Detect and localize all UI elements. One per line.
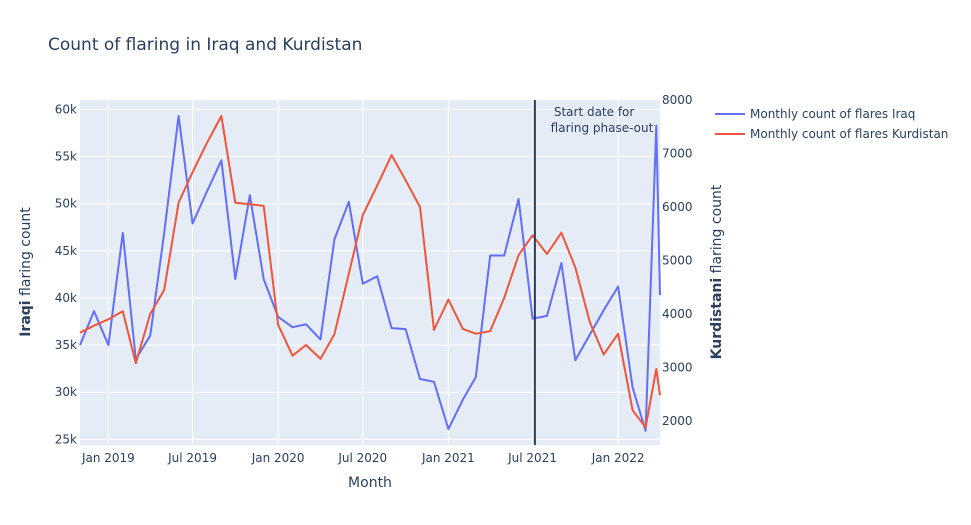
x-tick-label: Jan 2020 (251, 451, 305, 465)
left-y-tick-label: 40k (55, 291, 77, 305)
right-y-tick-label: 4000 (662, 307, 693, 321)
right-y-axis-title-rest: flaring count (709, 184, 725, 278)
series-layer (79, 115, 661, 432)
left-y-axis-title: Iraqi flaring count (18, 207, 34, 337)
left-y-tick-label: 50k (55, 197, 77, 211)
right-y-tick-label: 8000 (662, 93, 693, 107)
x-tick-label: Jul 2019 (167, 451, 217, 465)
legend-label-kurdistan: Monthly count of flares Kurdistan (750, 127, 948, 141)
phase-out-annotation: Start date for flaring phase-out (551, 105, 654, 135)
x-tick-label: Jan 2022 (591, 451, 645, 465)
right-y-tick-label: 2000 (662, 414, 693, 428)
legend-item-iraq[interactable]: Monthly count of flares Iraq (715, 107, 915, 121)
left-y-axis-ticks: 25k 30k 35k 40k 45k 50k 55k 60k (55, 102, 77, 446)
right-y-tick-label: 6000 (662, 200, 693, 214)
left-y-tick-label: 30k (55, 385, 77, 399)
grid-lines (80, 100, 660, 445)
left-y-tick-label: 25k (55, 432, 77, 446)
right-y-axis-ticks: 2000 3000 4000 5000 6000 7000 8000 (662, 93, 693, 428)
right-y-tick-label: 7000 (662, 146, 693, 160)
left-y-axis-title-rest: flaring count (18, 207, 34, 301)
legend-item-kurdistan[interactable]: Monthly count of flares Kurdistan (715, 127, 948, 141)
x-tick-label: Jan 2019 (81, 451, 135, 465)
series-line-iraq (79, 115, 661, 432)
right-y-tick-label: 5000 (662, 253, 693, 267)
right-y-axis-title: Kurdistani flaring count (709, 184, 725, 359)
phase-out-annotation-line-2: flaring phase-out (551, 121, 654, 135)
series-line-kurdistan (79, 115, 661, 429)
x-tick-label: Jul 2020 (337, 451, 387, 465)
left-y-tick-label: 55k (55, 150, 77, 164)
right-y-tick-label: 3000 (662, 360, 693, 374)
x-tick-label: Jan 2021 (421, 451, 475, 465)
right-y-axis-title-bold: Kurdistani (709, 278, 725, 360)
x-axis-ticks: Jan 2019 Jul 2019 Jan 2020 Jul 2020 Jan 2021… (81, 451, 645, 465)
left-y-tick-label: 60k (55, 102, 77, 116)
phase-out-annotation-line-1: Start date for (554, 105, 635, 119)
legend[interactable]: Monthly count of flares Iraq Monthly cou… (715, 107, 948, 141)
chart-title: Count of flaring in Iraq and Kurdistan (48, 35, 362, 55)
x-axis-title: Month (348, 475, 392, 491)
left-y-axis-title-bold: Iraqi (18, 300, 34, 336)
left-y-tick-label: 35k (55, 338, 77, 352)
x-tick-label: Jul 2021 (507, 451, 557, 465)
left-y-tick-label: 45k (55, 244, 77, 258)
legend-label-iraq: Monthly count of flares Iraq (750, 107, 915, 121)
